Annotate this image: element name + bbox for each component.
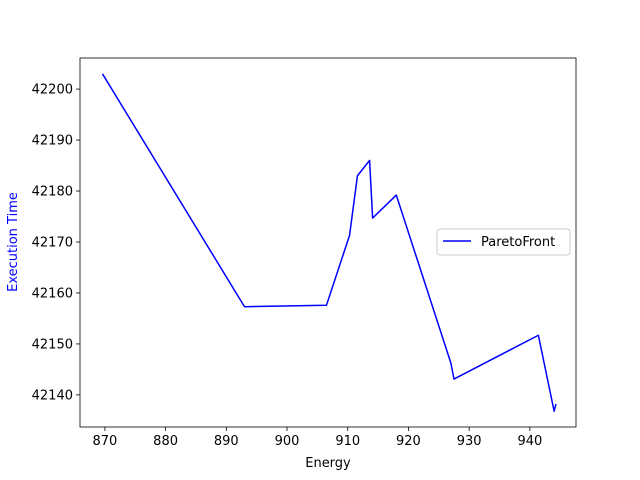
y-tick-label: 42180: [32, 185, 73, 200]
y-tick-label: 42170: [32, 235, 73, 250]
x-tick-label: 900: [275, 434, 300, 449]
y-tick-label: 42160: [32, 286, 73, 301]
x-tick-label: 930: [457, 434, 482, 449]
x-tick-label: 870: [92, 434, 117, 449]
x-tick-label: 910: [335, 434, 360, 449]
x-tick-label: 890: [214, 434, 239, 449]
plot-frame: [79, 57, 577, 428]
x-tick-label: 940: [517, 434, 542, 449]
legend-box: [436, 228, 571, 256]
y-tick-label: 42140: [32, 388, 73, 403]
x-tick-label: 920: [396, 434, 421, 449]
x-tick-label: 880: [153, 434, 178, 449]
y-tick-label: 42190: [32, 134, 73, 149]
y-tick-label: 42200: [32, 83, 73, 98]
y-tick-label: 42150: [32, 337, 73, 352]
legend-label-paretofront: ParetoFront: [481, 235, 555, 250]
series-line-paretofront: [101, 73, 557, 412]
legend: ParetoFront: [436, 228, 571, 256]
x-axis-label: Energy: [305, 456, 351, 471]
y-axis-label: Execution Time: [6, 192, 21, 292]
